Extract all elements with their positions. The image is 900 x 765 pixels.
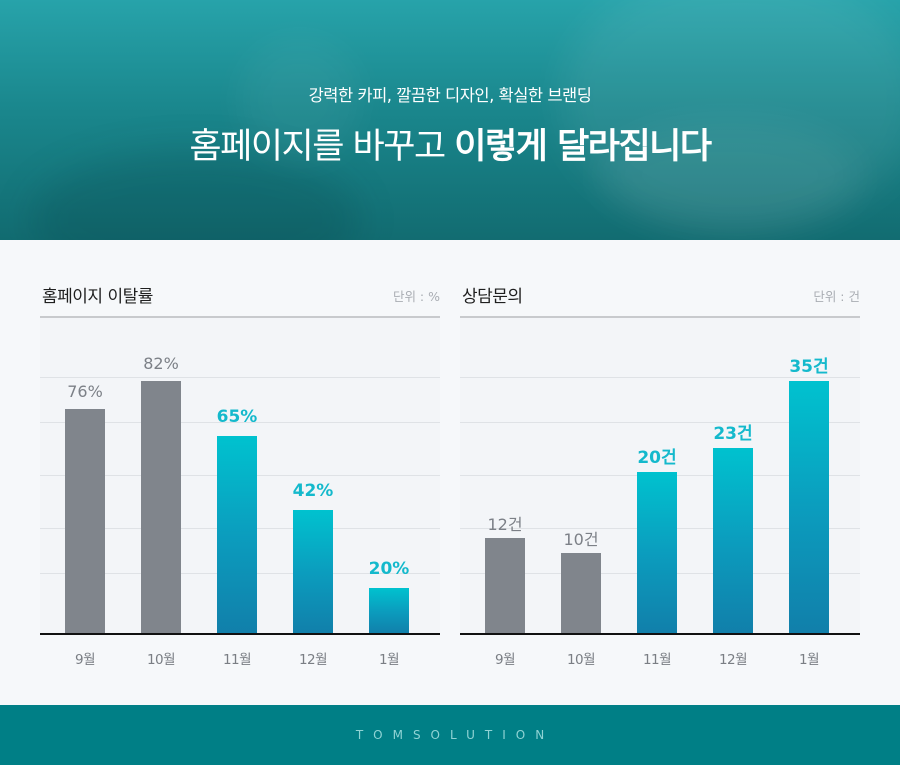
banner-headline: 홈페이지를 바꾸고 이렇게 달라집니다 bbox=[0, 118, 900, 169]
bar-value: 35건 bbox=[789, 357, 829, 377]
x-axis bbox=[460, 633, 860, 635]
background-photo-blur bbox=[600, 120, 860, 230]
x-tick-label: 12월 bbox=[298, 652, 328, 668]
bar-nov bbox=[217, 436, 257, 634]
bar-value: 12건 bbox=[487, 515, 523, 534]
gridline bbox=[40, 422, 440, 423]
bar-value: 65% bbox=[216, 407, 258, 427]
bounce-rate-chart: 홈페이지 이탈률 단위 : % 76% 82% 65% 42% 20% 9월 1… bbox=[40, 276, 440, 676]
x-tick-label: 10월 bbox=[146, 652, 176, 668]
bar-value: 20건 bbox=[637, 448, 677, 468]
bar-jan bbox=[789, 381, 829, 634]
x-tick-label: 1월 bbox=[378, 652, 400, 668]
bar-value: 23건 bbox=[713, 424, 753, 444]
chart-title: 상담문의 bbox=[462, 287, 523, 307]
chart-title: 홈페이지 이탈률 bbox=[42, 287, 153, 307]
x-tick-label: 11월 bbox=[222, 652, 252, 668]
headline-bold: 이렇게 달라집니다 bbox=[454, 127, 712, 167]
chart-top-divider bbox=[460, 316, 860, 318]
bar-value: 82% bbox=[143, 354, 179, 373]
bar-jan bbox=[369, 588, 409, 634]
inquiry-chart: 상담문의 단위 : 건 12건 10건 20건 23건 35건 9월 10월 1… bbox=[460, 276, 860, 676]
chart-unit: 단위 : 건 bbox=[813, 289, 860, 304]
x-tick-label: 1월 bbox=[798, 652, 820, 668]
background-photo-blur bbox=[240, 40, 360, 160]
hero-banner: 강력한 카피, 깔끔한 디자인, 확실한 브랜딩 홈페이지를 바꾸고 이렇게 달… bbox=[0, 0, 900, 240]
gridline bbox=[460, 377, 860, 378]
bar-dec bbox=[713, 448, 753, 634]
gridline bbox=[40, 377, 440, 378]
gridline bbox=[460, 422, 860, 423]
x-tick-label: 9월 bbox=[74, 652, 96, 668]
x-tick-label: 12월 bbox=[718, 652, 748, 668]
chart-unit: 단위 : % bbox=[392, 289, 440, 304]
x-tick-label: 11월 bbox=[642, 652, 672, 668]
banner-subtitle: 강력한 카피, 깔끔한 디자인, 확실한 브랜딩 bbox=[308, 86, 592, 105]
footer: TOMSOLUTION bbox=[0, 705, 900, 765]
bar-value: 20% bbox=[368, 559, 410, 579]
headline-regular: 홈페이지를 바꾸고 bbox=[189, 127, 455, 167]
bar-dec bbox=[293, 510, 333, 634]
bar-nov bbox=[637, 472, 677, 634]
bar-oct bbox=[141, 381, 181, 634]
bar-sep bbox=[485, 538, 525, 634]
bar-value: 76% bbox=[67, 382, 103, 401]
bar-sep bbox=[65, 409, 105, 634]
footer-brand: TOMSOLUTION bbox=[355, 728, 555, 742]
chart-top-divider bbox=[40, 316, 440, 318]
background-photo-blur bbox=[560, 0, 900, 230]
x-tick-label: 10월 bbox=[566, 652, 596, 668]
x-tick-label: 9월 bbox=[494, 652, 516, 668]
x-axis bbox=[40, 633, 440, 635]
bar-oct bbox=[561, 553, 601, 634]
bar-value: 42% bbox=[292, 481, 334, 501]
bar-value: 10건 bbox=[563, 530, 599, 549]
